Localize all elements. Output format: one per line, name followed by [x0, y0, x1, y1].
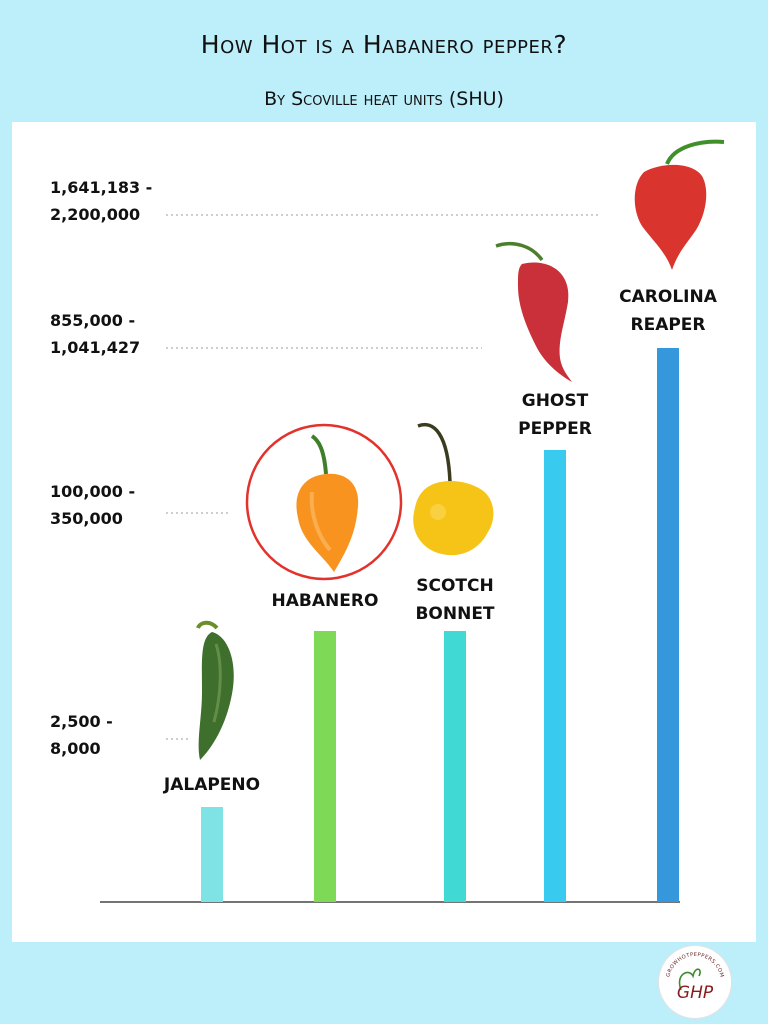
category-label: REAPER [630, 315, 705, 335]
category-label: SCOTCH [416, 576, 493, 596]
y-tick-label: 855,000 - [50, 311, 135, 330]
y-tick-label: 2,200,000 [50, 205, 140, 224]
bar-jalapeno [201, 807, 223, 902]
highlight-circle [245, 423, 403, 581]
scotch-bonnet-stem-icon [417, 423, 452, 483]
y-tick-label: 350,000 [50, 509, 123, 528]
habanero-pepper-icon [296, 473, 359, 572]
scoville-bar-chart: 2,500 - 8,000 100,000 - 350,000 855,000 - 1,0… [50, 139, 725, 903]
category-label: CAROLINA [619, 287, 718, 307]
y-tick-label: 8,000 [50, 739, 101, 758]
svg-text:GHP: GHP [677, 983, 714, 1003]
bar-scotch-bonnet [444, 631, 466, 902]
category-label: JALAPENO [163, 775, 260, 795]
bar-habanero [314, 631, 336, 902]
scotch-bonnet-shine [430, 504, 446, 520]
chart-panel: 2,500 - 8,000 100,000 - 350,000 855,000 - 1,0… [12, 122, 756, 942]
scotch-bonnet-pepper-icon [413, 481, 494, 556]
habanero-stem-icon [310, 434, 328, 475]
jalapeno-stem-icon [196, 620, 219, 630]
chart-title: How Hot is a Habanero pepper? [200, 30, 568, 59]
jalapeno-pepper-icon [198, 632, 234, 760]
brand-logo: GROWHOTPEPPERS.COM GHP [659, 946, 731, 1018]
chart-subtitle: By Scoville heat units (SHU) [264, 88, 504, 110]
category-label: BONNET [415, 604, 494, 624]
y-tick-label: 2,500 - [50, 712, 113, 731]
jalapeno-shine [212, 643, 222, 723]
carolina-reaper-icon [634, 164, 707, 270]
y-tick-label: 1,041,427 [50, 338, 140, 357]
carolina-reaper-stem-icon [665, 139, 725, 165]
habanero-shine [309, 491, 332, 552]
ghost-pepper-stem-icon [495, 241, 544, 262]
bar-ghost-pepper [544, 450, 566, 902]
y-tick-label: 1,641,183 - [50, 178, 152, 197]
bar-carolina-reaper [657, 348, 679, 902]
category-label: GHOST [522, 391, 589, 411]
category-label: HABANERO [272, 591, 379, 611]
pepper-logo-icon: GROWHOTPEPPERS.COM GHP [665, 952, 724, 1003]
category-label: PEPPER [518, 419, 592, 439]
y-tick-label: 100,000 - [50, 482, 135, 501]
svg-text:GROWHOTPEPPERS.COM: GROWHOTPEPPERS.COM [665, 952, 724, 978]
ghost-pepper-icon [518, 262, 572, 382]
